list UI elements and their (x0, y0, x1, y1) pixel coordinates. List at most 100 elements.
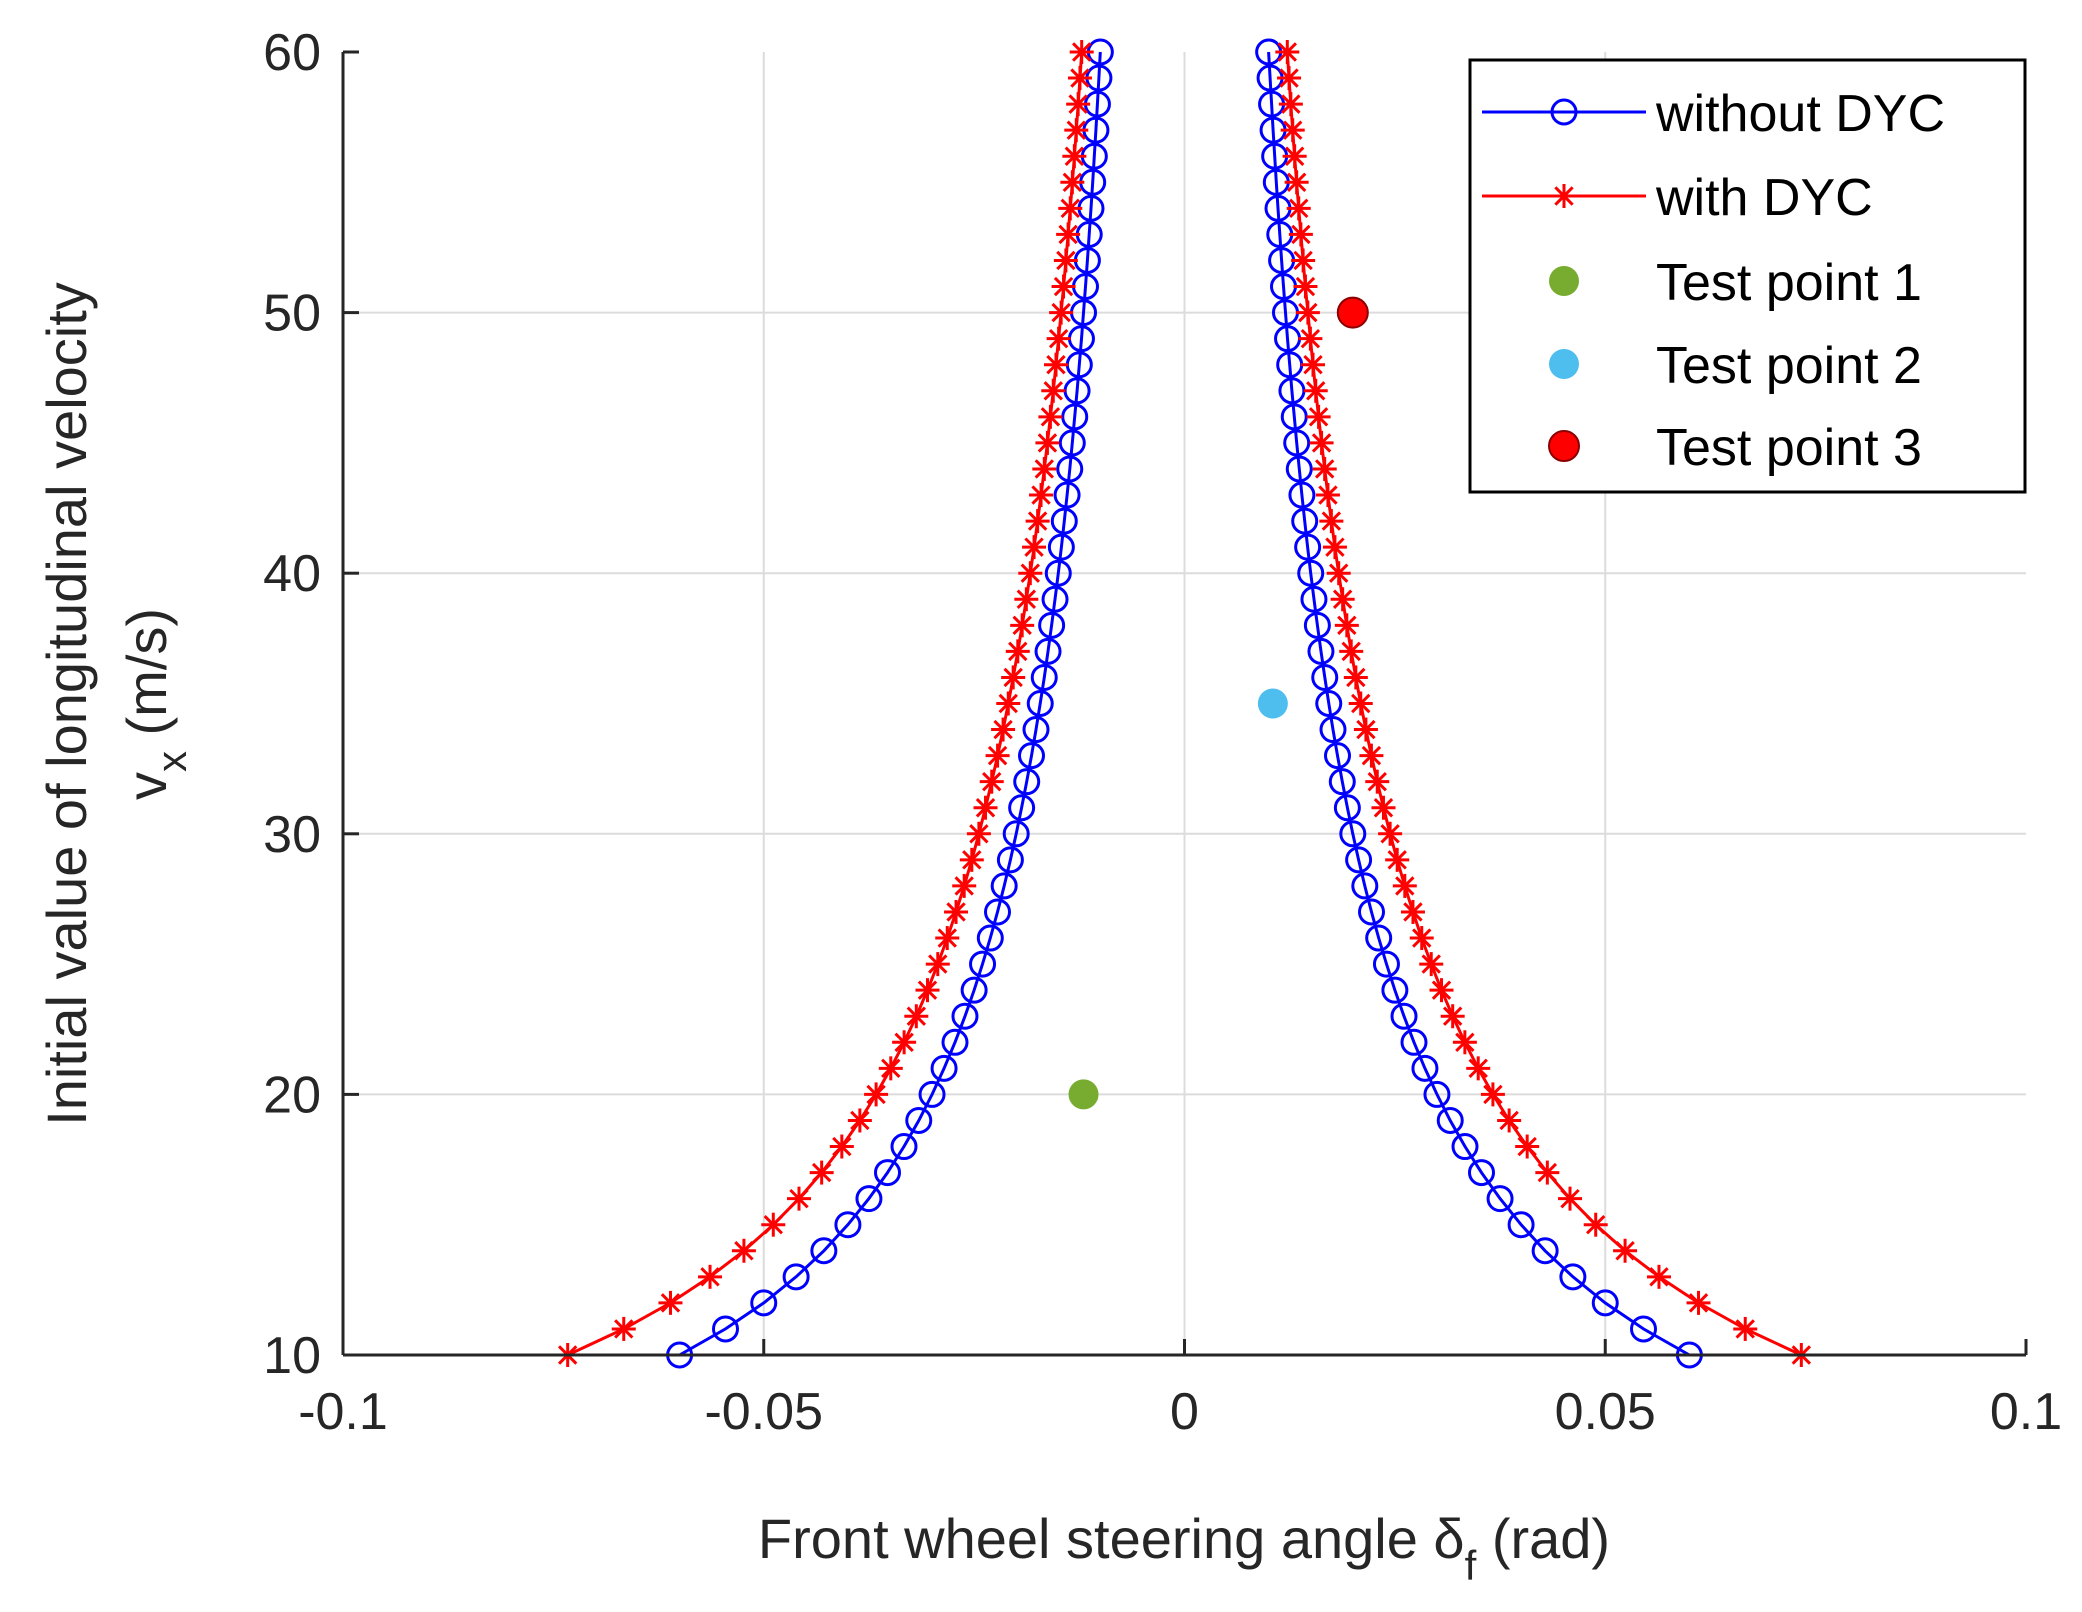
legend-label-test-point-1: Test point 1 (1656, 254, 1922, 312)
data-point-without-dyc (969, 950, 997, 978)
data-point-with-dyc (1005, 639, 1030, 664)
asterisk-stroke (1046, 355, 1066, 375)
asterisk-stroke (1361, 745, 1382, 766)
data-point-with-dyc (1400, 899, 1425, 924)
data-point-without-dyc (1400, 1028, 1428, 1056)
asterisk-stroke (1306, 381, 1326, 401)
data-point-with-dyc (1046, 326, 1071, 351)
data-point-with-dyc (1038, 404, 1063, 429)
asterisk-stroke (1431, 980, 1452, 1000)
data-point-with-dyc (1312, 456, 1337, 481)
asterisk-stroke (1281, 94, 1301, 114)
data-point-without-dyc (960, 976, 988, 1004)
data-point-without-dyc (1351, 872, 1379, 900)
legend-label-without-dyc: without DYC (1655, 85, 1945, 143)
asterisk-stroke (962, 850, 982, 870)
data-point-with-dyc (1301, 352, 1326, 377)
data-point-without-dyc (1285, 455, 1313, 483)
data-point-with-dyc (1646, 1264, 1671, 1289)
data-point-with-dyc (1558, 1186, 1583, 1211)
asterisk-stroke (850, 1110, 870, 1131)
asterisk-stroke (937, 928, 957, 948)
data-point-with-dyc (892, 1030, 917, 1055)
data-point-without-dyc (1436, 1106, 1464, 1134)
asterisk-stroke (1066, 120, 1086, 140)
asterisk-stroke (1554, 186, 1574, 206)
asterisk-stroke (1040, 407, 1061, 427)
data-point-without-dyc (1339, 820, 1367, 848)
x-tick-label: 0.1 (1990, 1383, 2062, 1441)
asterisk-stroke (1291, 224, 1311, 245)
asterisk-stroke (1332, 589, 1353, 609)
series-line-without-dyc-left (678, 51, 1102, 1357)
data-point-without-dyc (782, 1263, 810, 1291)
data-point-with-dyc (979, 769, 1004, 794)
data-point-with-dyc (1330, 587, 1355, 612)
asterisk-stroke (1298, 302, 1318, 323)
data-point-with-dyc (1275, 40, 1300, 64)
asterisk-stroke (789, 1188, 809, 1209)
asterisk-stroke (832, 1136, 852, 1157)
data-point-with-dyc (1392, 873, 1417, 898)
asterisk-stroke (763, 1214, 783, 1235)
asterisk-stroke (1293, 250, 1313, 271)
x-tick-label: 0 (1170, 1383, 1199, 1441)
asterisk-stroke (982, 771, 1002, 792)
asterisk-stroke (1688, 1293, 1709, 1313)
data-point-with-dyc (1060, 170, 1085, 195)
asterisk-stroke (1300, 328, 1321, 349)
data-point-with-dyc (1339, 639, 1364, 664)
asterisk-stroke (660, 1293, 681, 1313)
data-point-without-dyc (1423, 1080, 1451, 1108)
asterisk-stroke (1337, 615, 1357, 636)
data-point-with-dyc (952, 873, 977, 898)
asterisk-stroke (1403, 902, 1423, 922)
data-point-without-dyc (855, 1185, 883, 1213)
data-point-without-dyc (1280, 403, 1308, 431)
data-point-without-dyc (1013, 768, 1041, 796)
data-point-with-dyc (1429, 978, 1454, 1003)
data-point-with-dyc (991, 717, 1016, 742)
axes (341, 50, 2028, 1357)
data-point-with-dyc (731, 1238, 756, 1263)
asterisk-stroke (1012, 615, 1032, 636)
asterisk-stroke (1483, 1084, 1503, 1105)
data-point-with-dyc (1480, 1082, 1505, 1107)
data-point-without-dyc (1307, 637, 1335, 665)
data-point-with-dyc (1365, 769, 1390, 794)
x-tick-label: 0.05 (1555, 1383, 1656, 1441)
tick-labels: -0.1 -0.05 0 0.05 0.1 10 20 30 40 50 60 (263, 24, 2062, 1441)
data-point-without-dyc (1041, 585, 1069, 613)
data-series (555, 38, 1814, 1369)
data-point-with-dyc (1613, 1238, 1638, 1263)
data-point-with-dyc (1733, 1316, 1758, 1341)
data-point-with-dyc (1284, 170, 1309, 195)
data-point-without-dyc (1008, 794, 1036, 822)
asterisk-stroke (881, 1058, 901, 1079)
asterisk-stroke (894, 1032, 914, 1052)
asterisk-stroke (928, 954, 948, 974)
data-point-without-dyc (1303, 611, 1331, 639)
data-point-with-dyc (1371, 795, 1396, 820)
legend-marker-test-point-1 (1549, 266, 1579, 296)
data-point-with-dyc (1334, 613, 1359, 638)
legend-marker-without-dyc (1550, 98, 1578, 126)
y-tick-label: 30 (263, 806, 321, 864)
data-point-without-dyc (874, 1159, 901, 1187)
data-point-without-dyc (930, 1054, 958, 1082)
data-point-with-dyc (1022, 535, 1047, 560)
asterisk-stroke (1325, 537, 1345, 557)
asterisk-stroke (1003, 667, 1023, 688)
asterisk-stroke (1051, 302, 1071, 323)
asterisk-stroke (998, 693, 1018, 714)
asterisk-stroke (1043, 381, 1063, 401)
data-point-without-dyc (1297, 559, 1325, 587)
asterisk-stroke (1455, 1032, 1475, 1052)
data-point-with-dyc (809, 1160, 834, 1185)
data-point-with-dyc (1322, 535, 1347, 560)
asterisk-stroke (1735, 1319, 1755, 1339)
legend-marker-with-dyc (1552, 184, 1576, 208)
asterisk-stroke (1380, 824, 1400, 844)
asterisk-stroke (946, 902, 966, 922)
asterisk-stroke (1034, 459, 1055, 479)
